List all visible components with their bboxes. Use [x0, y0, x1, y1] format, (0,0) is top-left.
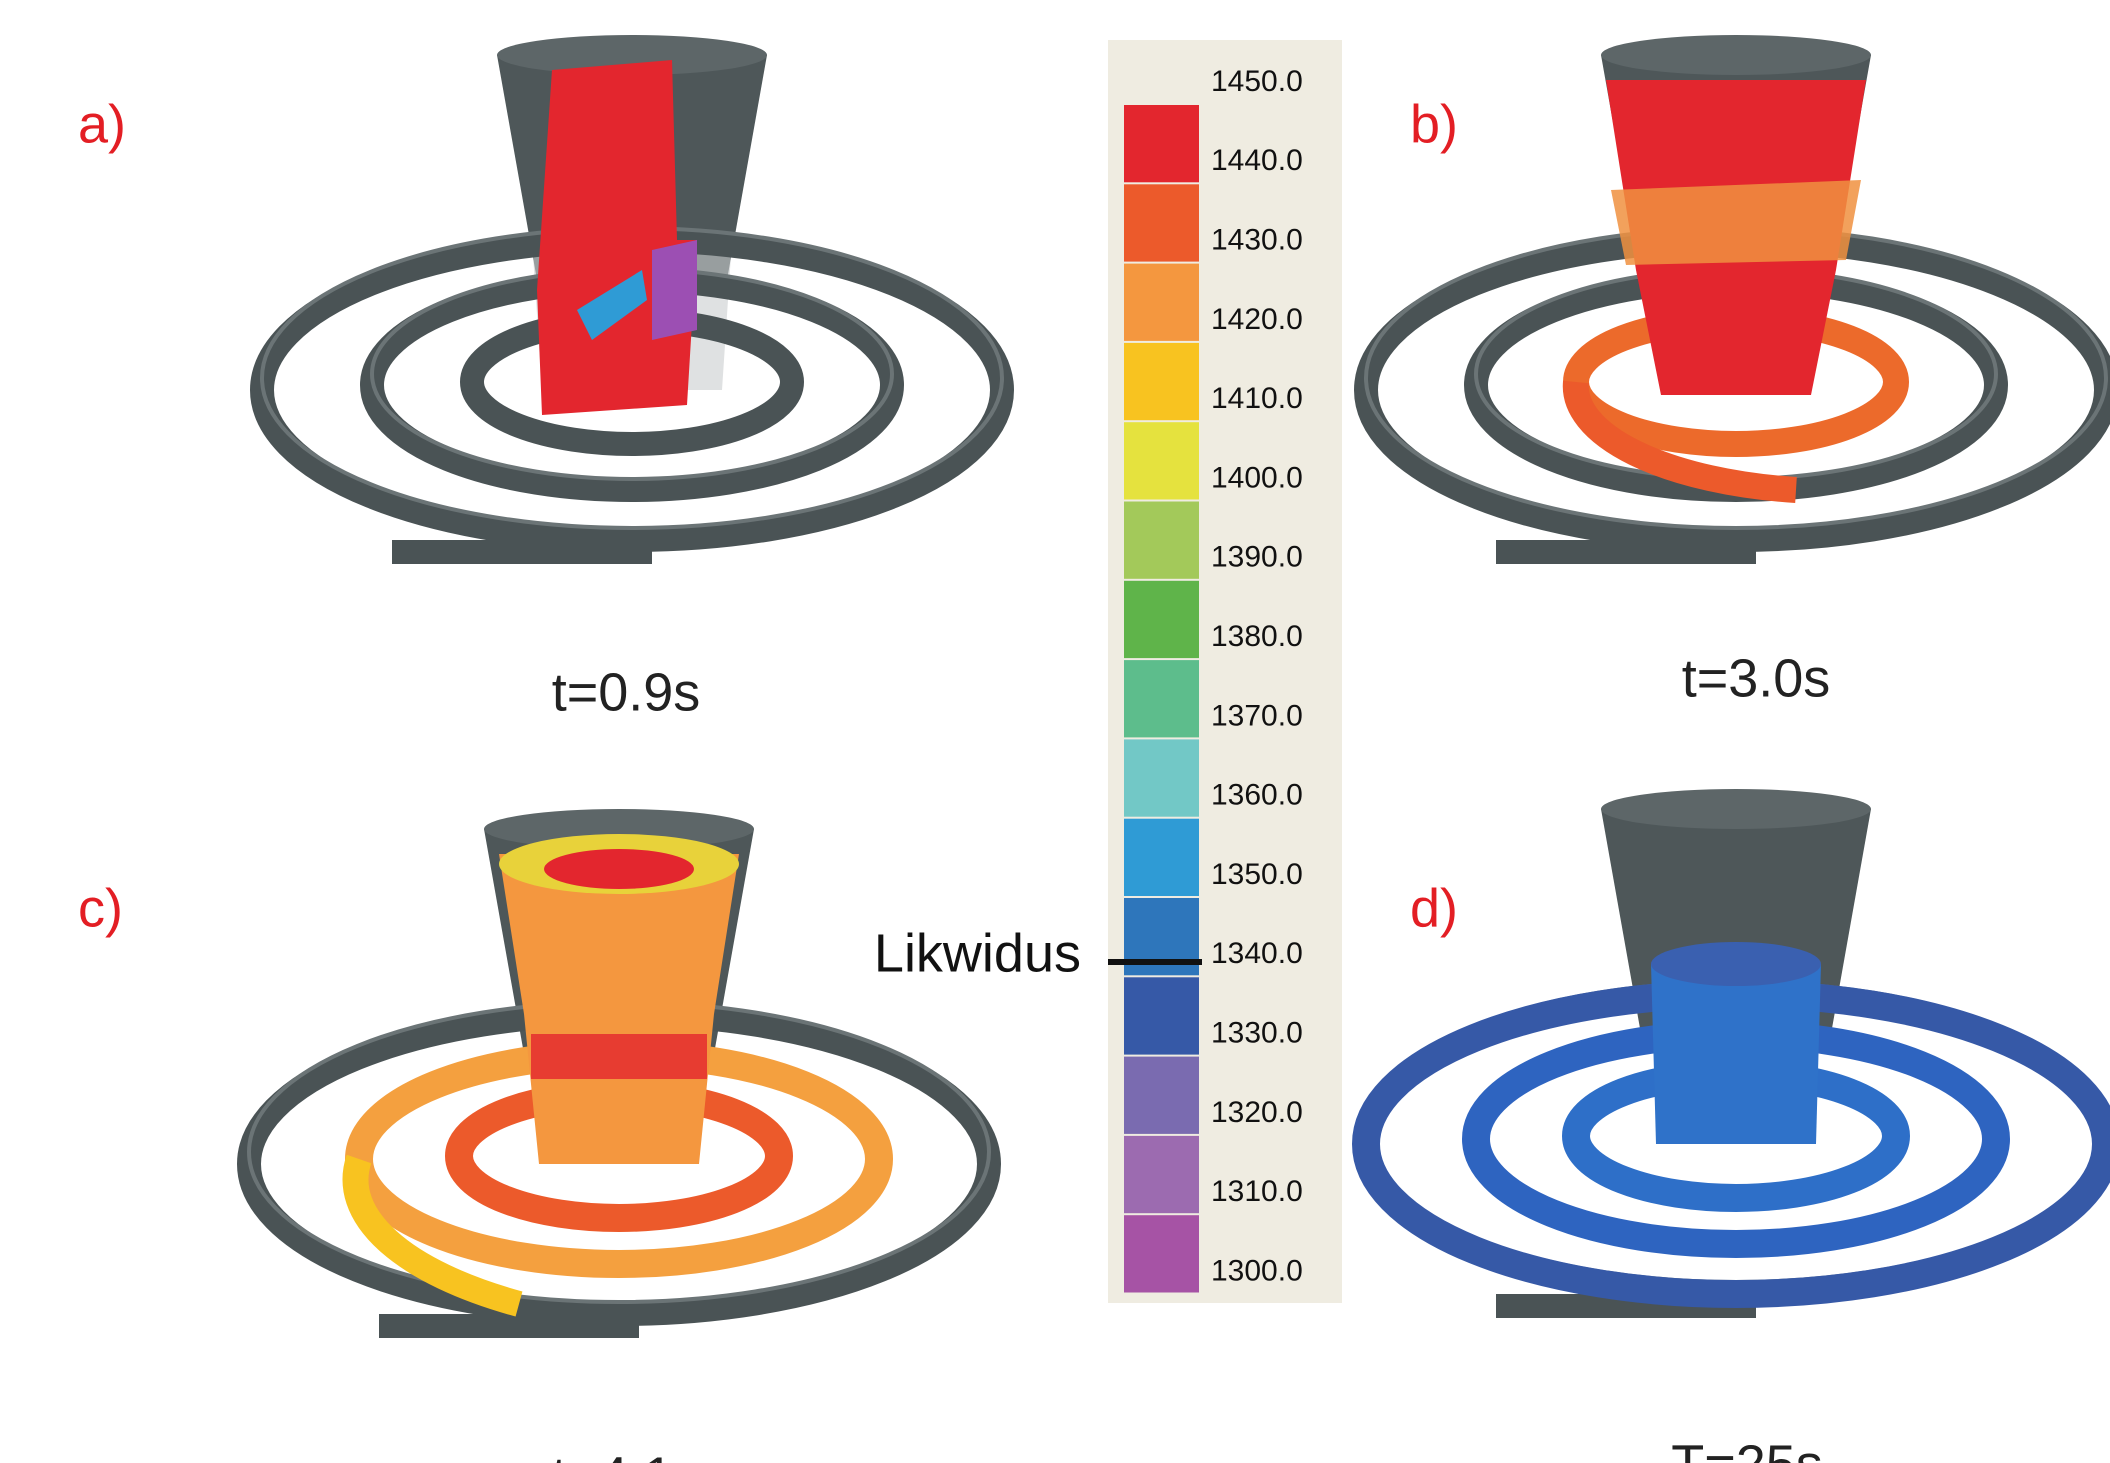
- legend-swatch: [1124, 1057, 1199, 1134]
- figure: 1450.0 1440.0 1430.0 1420.0 1410.0 1400.0 1390…: [0, 0, 2110, 1463]
- legend-tick-label: 1450.0: [1211, 65, 1303, 98]
- legend-tick-label: 1370.0: [1211, 699, 1303, 732]
- panel-label: c): [78, 878, 123, 938]
- legend-tick-label: 1300.0: [1211, 1254, 1303, 1287]
- legend-tick-label: 1350.0: [1211, 858, 1303, 891]
- legend-tick-label: 1400.0: [1211, 461, 1303, 494]
- legend-tick-label: 1340.0: [1211, 937, 1303, 970]
- panel-label: a): [78, 94, 126, 154]
- legend-swatch: [1124, 343, 1199, 420]
- legend-tick-label: 1430.0: [1211, 224, 1303, 257]
- legend-swatch: [1124, 1215, 1199, 1292]
- panel-b-render: [1366, 35, 2106, 564]
- legend-swatch: [1124, 502, 1199, 579]
- panel-time: t=4.1s: [552, 1446, 701, 1463]
- panel-a-render: [262, 35, 1002, 564]
- panel-time: t=0.9s: [552, 662, 701, 722]
- legend-swatch: [1124, 1136, 1199, 1213]
- legend-swatch: [1124, 819, 1199, 896]
- panel-label: b): [1410, 94, 1458, 154]
- legend-tick-label: 1330.0: [1211, 1017, 1303, 1050]
- panel-time: t=3.0s: [1682, 648, 1831, 708]
- panel-d-render: [1366, 789, 2106, 1318]
- likwidus-label: Likwidus: [874, 923, 1081, 983]
- legend-swatch: [1124, 739, 1199, 816]
- legend-swatch: [1124, 422, 1199, 499]
- legend-tick-label: 1410.0: [1211, 382, 1303, 415]
- legend-tick-label: 1390.0: [1211, 541, 1303, 574]
- legend-swatch: [1124, 264, 1199, 341]
- figure-canvas: 1450.0 1440.0 1430.0 1420.0 1410.0 1400.0 1390…: [0, 0, 2110, 1463]
- legend-swatch: [1124, 977, 1199, 1054]
- legend-swatch: [1124, 184, 1199, 261]
- legend-tick-label: 1440.0: [1211, 144, 1303, 177]
- legend-swatch: [1124, 105, 1199, 182]
- legend-swatch: [1124, 660, 1199, 737]
- legend-tick-label: 1380.0: [1211, 620, 1303, 653]
- panel-label: d): [1410, 878, 1458, 938]
- legend-tick-label: 1420.0: [1211, 303, 1303, 336]
- legend-swatch: [1124, 581, 1199, 658]
- legend-tick-label: 1320.0: [1211, 1096, 1303, 1129]
- legend-tick-label: 1310.0: [1211, 1175, 1303, 1208]
- panel-time: T=25s: [1671, 1434, 1823, 1463]
- legend-tick-label: 1360.0: [1211, 779, 1303, 812]
- panel-c-render: [249, 809, 989, 1338]
